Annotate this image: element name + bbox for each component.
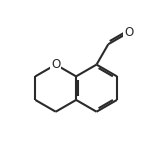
Text: O: O	[124, 26, 133, 39]
Text: O: O	[51, 58, 60, 71]
